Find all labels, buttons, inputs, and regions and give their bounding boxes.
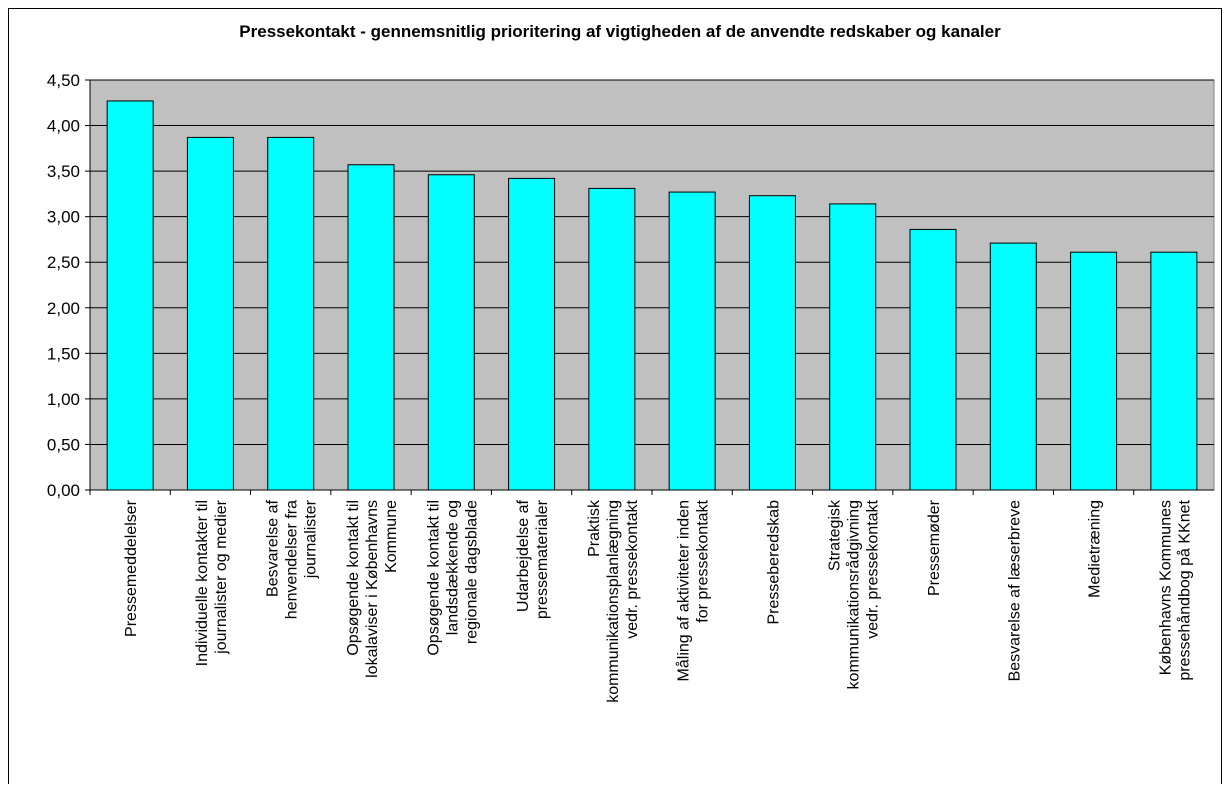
chart-frame (8, 8, 1222, 784)
y-tick-label: 4,00 (47, 117, 80, 136)
x-category-label: henvendelser fra (284, 500, 301, 619)
bar (588, 187, 636, 491)
x-category-label: journalister (303, 499, 320, 579)
bar (106, 100, 154, 491)
x-category-label: kommunikationsrådgivning (845, 500, 863, 689)
x-category-label: Pressemøder (926, 499, 943, 596)
x-category-label: landsdækkende og (444, 500, 461, 635)
x-category-label: Udarbejdelse af (515, 499, 532, 612)
x-category-label: pressehåndbog på KKnet (1175, 499, 1193, 680)
plot-area (89, 79, 1215, 491)
x-category-label: Københavns Kommunes (1157, 500, 1174, 675)
x-category-label: Individuelle kontakter til (194, 500, 211, 666)
bar (186, 136, 234, 491)
x-category-label: Opsøgende kontakt til (425, 500, 442, 656)
x-category-label: pressematerialer (534, 499, 551, 619)
x-category-label: Medietræning (1087, 500, 1104, 598)
x-category-label: for pressekontakt (695, 499, 712, 622)
x-category-label: vedr. pressekontakt (624, 499, 641, 638)
x-category-label: Strategisk (827, 499, 844, 571)
x-category-label: lokalaviser i Københavns (364, 500, 381, 678)
x-category-label: regionale dagsblade (463, 500, 480, 644)
bar (267, 136, 315, 491)
bar (508, 177, 556, 491)
bar (1070, 251, 1118, 491)
y-tick-label: 0,50 (47, 435, 80, 454)
x-category-label: Presseberedskab (765, 500, 782, 625)
x-category-label: Kommune (383, 500, 400, 573)
bar (668, 191, 716, 491)
x-category-label: Opsøgende kontakt til (345, 500, 362, 656)
x-category-label: Måling af aktiviteter inden (675, 500, 693, 681)
y-tick-label: 2,50 (47, 253, 80, 272)
bar (1150, 251, 1198, 491)
y-tick-label: 1,50 (47, 344, 80, 363)
bar (347, 164, 395, 491)
bar (427, 174, 475, 491)
y-tick-label: 1,00 (47, 390, 80, 409)
x-category-label: Pressemeddelelser (123, 499, 140, 637)
bar (909, 228, 957, 491)
x-category-label: Besvarelse af læserbreve (1006, 500, 1023, 682)
bar (748, 195, 796, 491)
y-tick-label: 4,50 (47, 71, 80, 90)
x-category-label: Praktisk (586, 499, 603, 557)
y-tick-label: 0,00 (47, 481, 80, 500)
y-tick-label: 3,00 (47, 208, 80, 227)
x-category-label: kommunikationsplanlægning (605, 500, 622, 703)
x-category-label: Besvarelse af (265, 499, 282, 596)
chart-title: Pressekontakt - gennemsnitlig prioriteri… (239, 22, 1001, 41)
bar (829, 203, 877, 491)
x-category-label: journalister og medier (213, 499, 230, 655)
y-tick-label: 2,00 (47, 299, 80, 318)
x-category-label: vedr. pressekontakt (865, 499, 882, 638)
y-tick-label: 3,50 (47, 162, 80, 181)
bar (989, 242, 1037, 491)
